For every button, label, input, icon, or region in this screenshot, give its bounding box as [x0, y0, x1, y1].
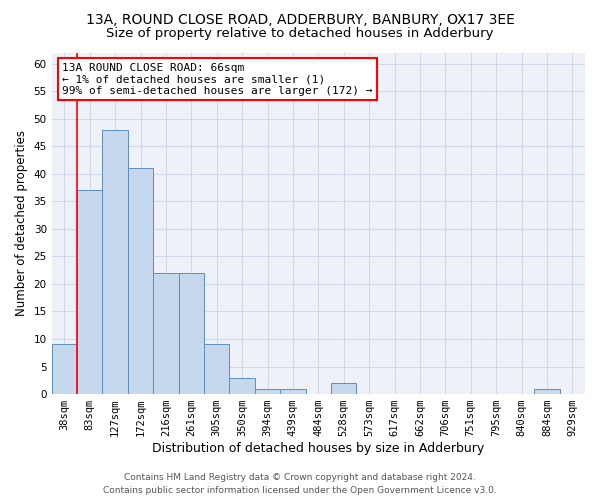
X-axis label: Distribution of detached houses by size in Adderbury: Distribution of detached houses by size …	[152, 442, 484, 455]
Bar	[280, 388, 305, 394]
Bar	[103, 130, 128, 394]
Bar	[179, 273, 204, 394]
Text: Contains HM Land Registry data © Crown copyright and database right 2024.
Contai: Contains HM Land Registry data © Crown c…	[103, 474, 497, 495]
Bar	[534, 388, 560, 394]
Text: 13A ROUND CLOSE ROAD: 66sqm
← 1% of detached houses are smaller (1)
99% of semi-: 13A ROUND CLOSE ROAD: 66sqm ← 1% of deta…	[62, 62, 373, 96]
Bar	[52, 344, 77, 394]
Bar	[204, 344, 229, 394]
Bar	[128, 168, 153, 394]
Bar	[153, 273, 179, 394]
Text: Size of property relative to detached houses in Adderbury: Size of property relative to detached ho…	[106, 28, 494, 40]
Bar	[331, 383, 356, 394]
Y-axis label: Number of detached properties: Number of detached properties	[15, 130, 28, 316]
Text: 13A, ROUND CLOSE ROAD, ADDERBURY, BANBURY, OX17 3EE: 13A, ROUND CLOSE ROAD, ADDERBURY, BANBUR…	[86, 12, 514, 26]
Bar	[229, 378, 255, 394]
Bar	[77, 190, 103, 394]
Bar	[255, 388, 280, 394]
